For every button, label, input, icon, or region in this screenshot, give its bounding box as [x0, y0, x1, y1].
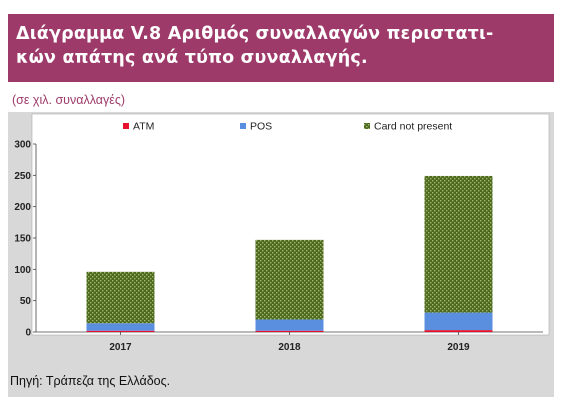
source-panel: Πηγή: Τράπεζα της Ελλάδος.	[8, 368, 554, 397]
x-tick-label: 2018	[278, 342, 301, 353]
legend-label: POS	[250, 121, 272, 133]
legend-label: Card not present	[374, 121, 452, 133]
y-tick-label: 200	[14, 202, 31, 213]
bars	[86, 175, 493, 332]
x-axis: 2017 2018 2019	[109, 332, 470, 353]
stacked-bar-chart: ATM POS Card not present 0 50 100 150 200 250 30…	[14, 113, 550, 353]
unit-note: (σε χιλ. συναλλαγές)	[12, 93, 126, 107]
legend-label: ATM	[133, 121, 154, 133]
bar-pos-2019	[424, 312, 493, 331]
bar-pos-2018	[255, 319, 324, 331]
legend-swatch	[364, 123, 370, 129]
chart-title-line-1: Διάγραμμα V.8 Αριθμός συναλλαγών περιστα…	[16, 24, 494, 44]
bar-atm-2017	[86, 330, 155, 332]
bar-card-not-present-2017	[86, 271, 155, 324]
bar-pos-2017	[86, 323, 155, 331]
y-tick-label: 300	[14, 140, 31, 151]
y-tick-label: 250	[14, 171, 31, 182]
y-tick-label: 150	[14, 234, 31, 245]
x-tick-label: 2017	[109, 342, 132, 353]
chart-title-line-2: κών απάτης ανά τύπο συναλλαγής.	[16, 48, 368, 68]
legend-swatch	[123, 123, 129, 129]
chart-panel: ATM POS Card not present 0 50 100 150 200 250 30…	[8, 112, 554, 368]
source-note: Πηγή: Τράπεζα της Ελλάδος.	[10, 374, 171, 388]
legend-swatch	[240, 123, 246, 129]
y-tick-label: 0	[25, 328, 31, 339]
chart-title-box: Διάγραμμα V.8 Αριθμός συναλλαγών περιστα…	[8, 14, 554, 82]
bar-atm-2019	[424, 330, 493, 332]
x-tick-label: 2019	[447, 342, 470, 353]
y-tick-label: 100	[14, 265, 31, 276]
bar-card-not-present-2018	[255, 239, 324, 320]
chart-title: Διάγραμμα V.8 Αριθμός συναλλαγών περιστα…	[16, 22, 544, 70]
bar-card-not-present-2019	[424, 175, 493, 313]
legend: ATM POS Card not present	[123, 121, 452, 133]
y-tick-label: 50	[20, 296, 32, 307]
bar-atm-2018	[255, 330, 324, 332]
